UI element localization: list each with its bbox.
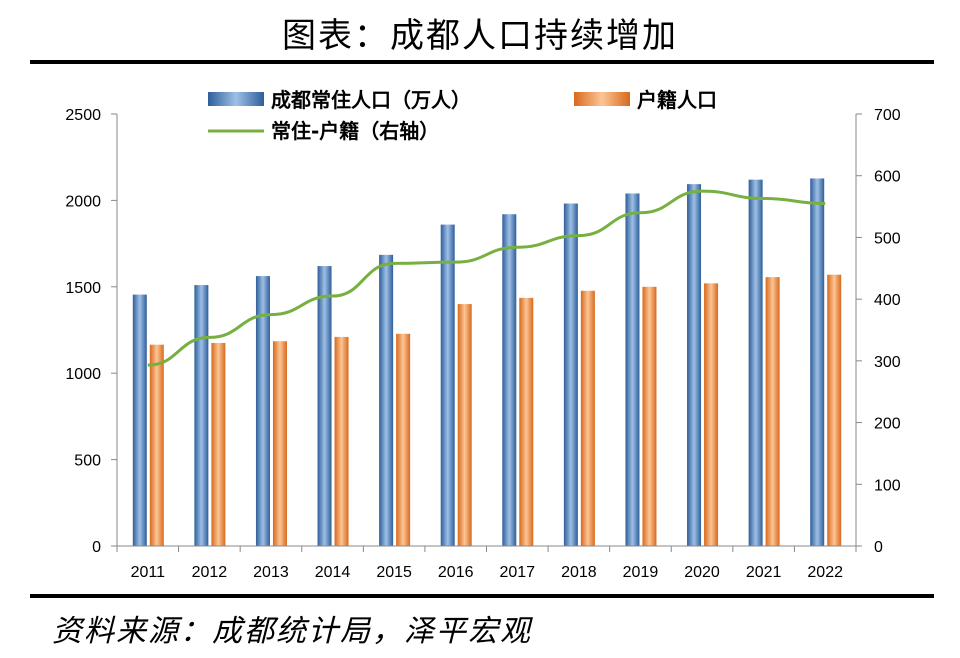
chart-title: 图表：成都人口持续增加	[282, 16, 678, 56]
x-tick-2012: 2012	[192, 564, 228, 581]
x-tick-2013: 2013	[253, 564, 289, 581]
bar-resident-2018	[563, 203, 578, 546]
y-right-tick-600: 600	[874, 169, 901, 186]
y-right-tick-500: 500	[874, 230, 901, 247]
source-note: 资料来源：成都统计局，泽平宏观	[52, 614, 532, 649]
y-left-tick-500: 500	[74, 453, 101, 470]
bar-resident-2011	[132, 294, 147, 546]
axes-layer: 0 500 1000 1500 2000 2500 0 100 200 300 400 500 600 7…	[65, 107, 900, 581]
bar-household-2021	[765, 277, 780, 546]
top-rule	[30, 60, 934, 64]
x-tick-2021: 2021	[746, 564, 782, 581]
x-tick-2017: 2017	[499, 564, 535, 581]
bar-layer	[132, 178, 842, 547]
legend-label-diff: 常住-户籍（右轴）	[271, 119, 439, 143]
x-tick-2022: 2022	[807, 564, 843, 581]
y-right-tick-300: 300	[874, 354, 901, 371]
bar-household-2022	[827, 274, 842, 546]
bar-resident-2013	[255, 276, 270, 546]
y-left-tick-1000: 1000	[65, 366, 101, 383]
bar-household-2017	[519, 297, 534, 546]
bar-resident-2022	[810, 178, 825, 546]
bar-resident-2014	[317, 266, 332, 546]
bar-resident-2016	[440, 224, 455, 547]
legend-label-resident: 成都常住人口（万人）	[271, 88, 471, 112]
x-tick-2014: 2014	[315, 564, 351, 581]
legend-swatch-resident	[208, 92, 264, 106]
legend-label-household: 户籍人口	[637, 88, 717, 112]
y-right-tick-100: 100	[874, 477, 901, 494]
y-left-tick-2000: 2000	[65, 193, 101, 210]
x-tick-2016: 2016	[438, 564, 474, 581]
bottom-rule	[30, 594, 934, 598]
bar-household-2020	[704, 283, 719, 546]
bar-household-2013	[272, 341, 287, 546]
y-right-tick-200: 200	[874, 416, 901, 433]
bar-household-2011	[149, 344, 164, 546]
legend-swatch-household	[574, 92, 630, 106]
y-right-tick-0: 0	[874, 539, 883, 556]
bar-resident-2017	[502, 214, 517, 546]
y-right-tick-700: 700	[874, 107, 901, 124]
x-tick-2018: 2018	[561, 564, 597, 581]
line-layer	[147, 189, 826, 367]
bar-resident-2015	[379, 254, 394, 546]
line-diff-series	[147, 189, 826, 367]
bar-resident-2012	[194, 285, 209, 546]
bar-household-2014	[334, 336, 349, 546]
y-left-tick-1500: 1500	[65, 280, 101, 297]
x-tick-2020: 2020	[684, 564, 720, 581]
bar-household-2012	[211, 342, 226, 546]
x-tick-2015: 2015	[376, 564, 412, 581]
bar-household-2019	[642, 286, 657, 546]
x-tick-2019: 2019	[623, 564, 659, 581]
y-left-tick-2500: 2500	[65, 107, 101, 124]
bar-household-2018	[580, 290, 595, 546]
y-right-tick-400: 400	[874, 292, 901, 309]
x-tick-2011: 2011	[131, 564, 166, 581]
bar-resident-2019	[625, 193, 640, 546]
bar-household-2016	[457, 304, 472, 546]
y-left-tick-0: 0	[92, 539, 101, 556]
bar-household-2015	[396, 333, 411, 546]
bar-resident-2020	[687, 184, 702, 546]
bar-resident-2021	[748, 179, 763, 546]
